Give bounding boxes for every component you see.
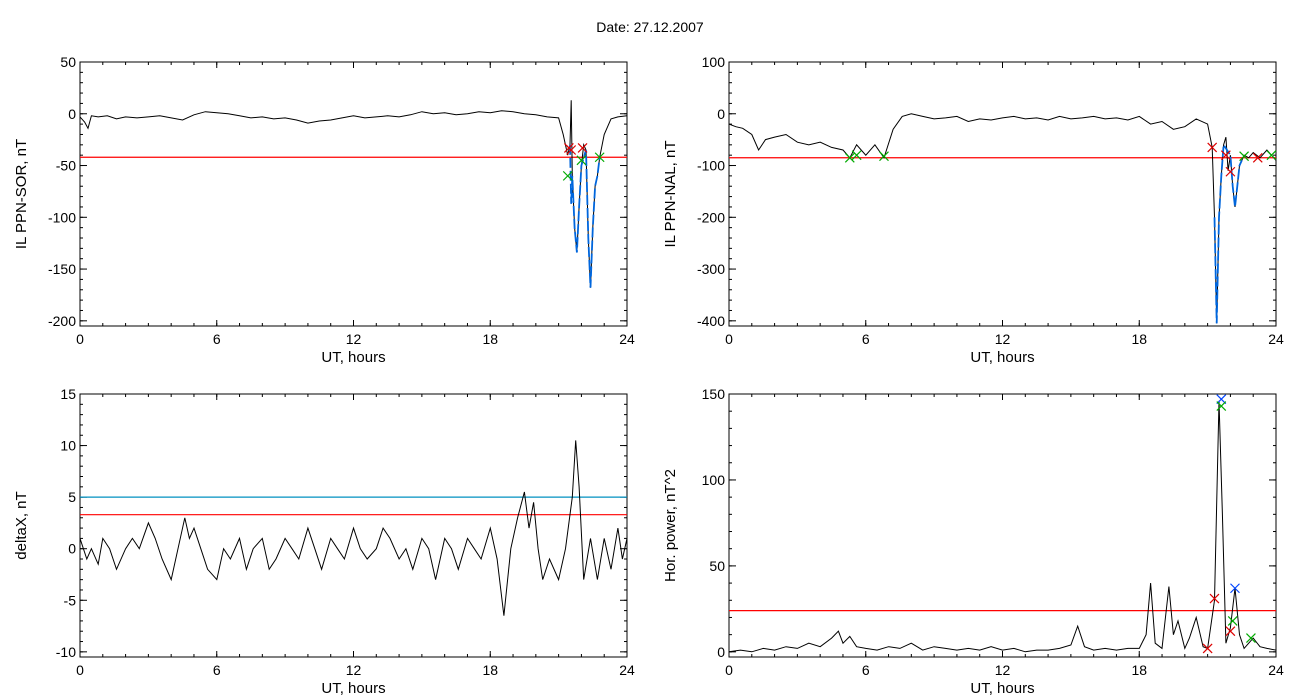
y-tick-label: -400	[697, 313, 725, 329]
chart-panel-sor: 0 6 12 18 24 50 0 -50 -100 -150 -200 UT, hours IL PP…	[13, 54, 635, 366]
marker-red	[1220, 150, 1231, 161]
marker-green	[879, 151, 889, 162]
marker-red	[1209, 593, 1220, 604]
x-tick-label: 6	[862, 331, 870, 347]
y-tick-label: 10	[60, 438, 76, 454]
marker-green	[1266, 150, 1277, 161]
x-tick-label: 24	[1268, 331, 1284, 347]
y-tick-label: 50	[709, 558, 725, 574]
plot-frame	[79, 61, 628, 327]
x-tick-label: 0	[76, 331, 84, 347]
x-axis-label: UT, hours	[970, 680, 1034, 697]
y-tick-label: -100	[697, 158, 725, 174]
y-tick-label: -5	[64, 592, 77, 608]
y-tick-label: 0	[68, 541, 76, 557]
chart-panel-nal: 0 6 12 18 24 100 0 -100 -200 -300 -400 UT, hours IL …	[662, 54, 1284, 366]
x-tick-label: 18	[1131, 331, 1147, 347]
x-tick-label: 6	[213, 331, 221, 347]
x-tick-label: 12	[995, 662, 1011, 678]
page-title: Date: 27.12.2007	[596, 19, 704, 35]
x-tick-label: 12	[346, 662, 362, 678]
chart-panel-power: 0 6 12 18 24 150 100 50 0 UT, hours Hor. power, nT…	[662, 386, 1284, 697]
plot-frame	[79, 393, 628, 658]
marker-green	[1239, 151, 1250, 162]
y-tick-label: 100	[702, 472, 726, 488]
x-tick-label: 24	[619, 662, 635, 678]
marker-red	[566, 145, 577, 155]
y-tick-label: -200	[697, 209, 725, 225]
x-tick-label: 6	[862, 662, 870, 678]
y-tick-label: -10	[56, 644, 76, 660]
marker-green	[1216, 401, 1227, 411]
y-axis-label: IL PPN-NAL, nT	[662, 141, 679, 248]
marker-red	[577, 143, 588, 153]
x-tick-label: 0	[725, 331, 733, 347]
marker-green	[562, 170, 573, 181]
marker-red	[1225, 626, 1236, 637]
marker-red	[1225, 166, 1236, 177]
y-axis-label: Hor. power, nT^2	[662, 469, 679, 582]
x-tick-label: 18	[482, 331, 498, 347]
y-tick-label: 5	[68, 489, 76, 505]
x-axis-label: UT, hours	[321, 680, 385, 697]
marker-red	[1252, 152, 1263, 163]
y-tick-label: -300	[697, 261, 725, 277]
x-axis-label: UT, hours	[970, 349, 1034, 366]
y-tick-label: 15	[60, 386, 76, 402]
highlight-series-line	[569, 144, 601, 288]
marker-red	[1207, 142, 1218, 153]
y-tick-label: 150	[702, 386, 726, 402]
y-tick-label: 0	[717, 644, 725, 660]
marker-red	[1202, 643, 1213, 654]
marker-green	[576, 155, 587, 166]
x-tick-label: 0	[76, 662, 84, 678]
x-tick-label: 24	[1268, 662, 1284, 678]
x-tick-label: 24	[619, 331, 635, 347]
y-axis-label: IL PPN-SOR, nT	[13, 139, 30, 249]
x-tick-label: 6	[213, 662, 221, 678]
trace-series-line	[80, 440, 627, 616]
y-tick-label: -200	[48, 313, 76, 329]
x-axis-label: UT, hours	[321, 349, 385, 366]
chart-panel-deltax: 0 6 12 18 24 15 10 5 0 -5 -10 UT, hours deltaX, nT	[13, 386, 635, 697]
y-tick-label: 100	[702, 54, 726, 70]
marker-green	[594, 152, 605, 163]
marker-blue	[1216, 394, 1227, 405]
marker-green	[1227, 615, 1238, 626]
x-tick-label: 18	[482, 662, 498, 678]
y-tick-label: 0	[717, 106, 725, 122]
marker-green	[851, 150, 862, 161]
marker-green	[1246, 633, 1256, 644]
y-tick-label: -100	[48, 209, 76, 225]
plot-frame	[728, 61, 1277, 327]
y-axis-label: deltaX, nT	[13, 491, 30, 559]
trace-series-line	[80, 100, 627, 288]
plot-frame	[728, 393, 1277, 658]
x-tick-label: 18	[1131, 662, 1147, 678]
marker-blue	[1230, 583, 1240, 594]
y-tick-label: 0	[68, 106, 76, 122]
marker-green	[844, 152, 855, 163]
trace-series-line	[729, 113, 1276, 324]
highlight-series-line	[1213, 142, 1243, 324]
y-tick-label: -150	[48, 261, 76, 277]
x-tick-label: 12	[346, 331, 362, 347]
y-tick-label: 50	[60, 54, 76, 70]
x-tick-label: 0	[725, 662, 733, 678]
trace-series-line	[729, 400, 1276, 653]
y-tick-label: -50	[56, 158, 76, 174]
x-tick-label: 12	[995, 331, 1011, 347]
